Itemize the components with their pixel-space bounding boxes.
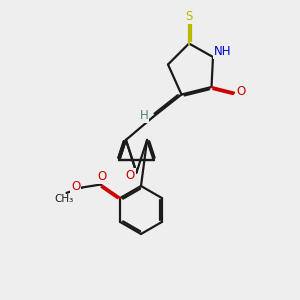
Text: S: S bbox=[185, 10, 193, 23]
Text: O: O bbox=[236, 85, 245, 98]
Text: O: O bbox=[98, 169, 107, 183]
Text: O: O bbox=[126, 169, 135, 182]
Text: O: O bbox=[71, 180, 80, 194]
Text: H: H bbox=[140, 109, 148, 122]
Text: CH₃: CH₃ bbox=[55, 194, 74, 205]
Text: NH: NH bbox=[214, 45, 231, 58]
